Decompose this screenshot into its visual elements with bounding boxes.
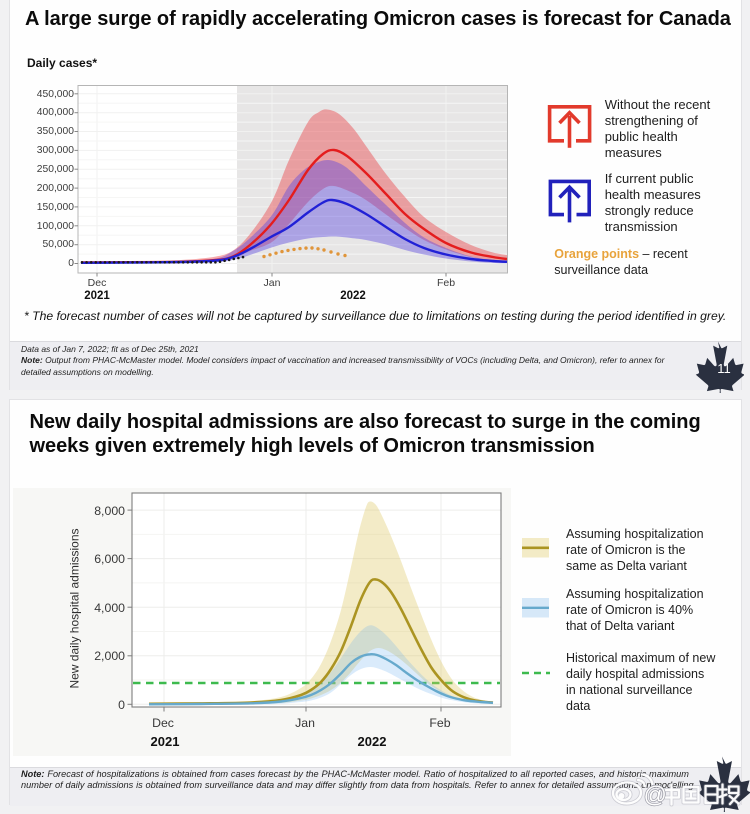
svg-text:@: @ (644, 782, 667, 808)
